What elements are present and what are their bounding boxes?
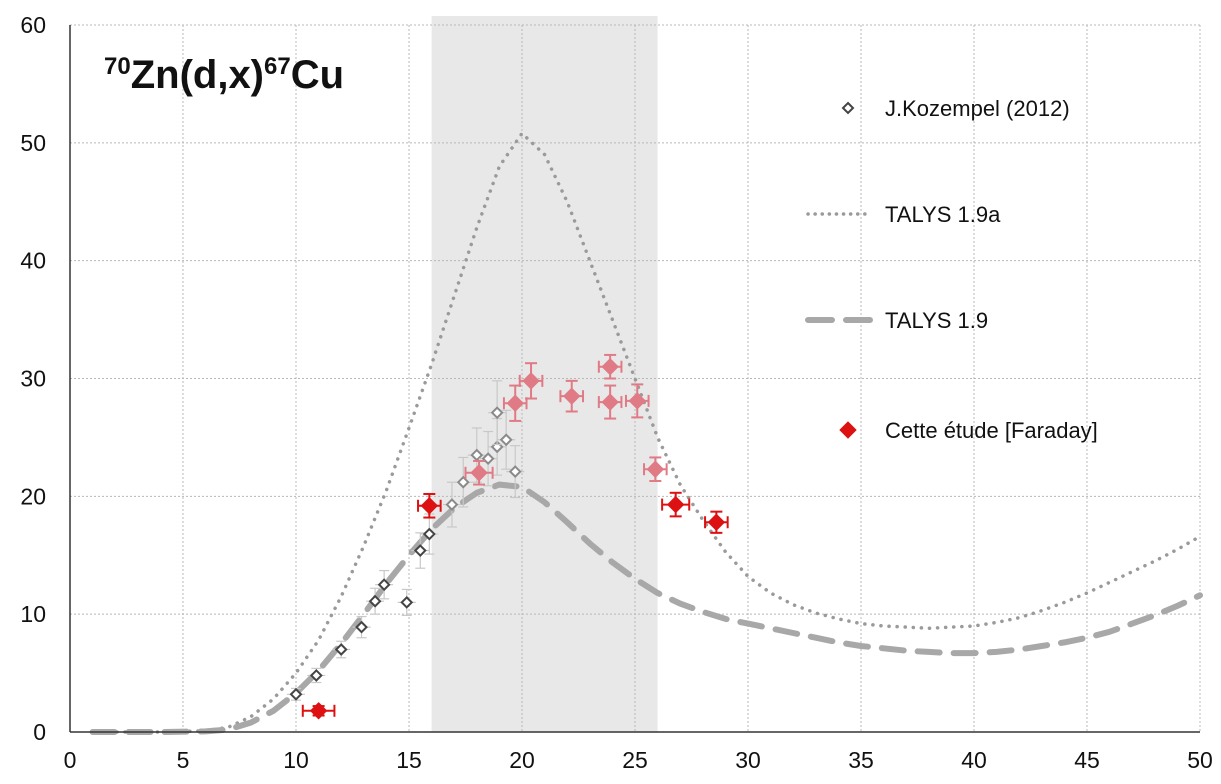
faraday-marker bbox=[420, 497, 439, 515]
kozempel-point bbox=[506, 445, 525, 499]
kozempel-marker bbox=[445, 498, 459, 511]
kozempel-point bbox=[307, 667, 326, 684]
title-superscript: 67 bbox=[264, 53, 291, 80]
kozempel-point bbox=[454, 456, 473, 508]
legend-kozempel-marker bbox=[841, 101, 855, 115]
shaded-region bbox=[431, 16, 658, 732]
faraday-marker bbox=[522, 372, 540, 390]
faraday-marker bbox=[470, 464, 488, 482]
kozempel-marker bbox=[481, 452, 495, 466]
chart-title: 70Zn(d,x)67Cu bbox=[104, 53, 344, 97]
x-tick-label: 25 bbox=[622, 747, 648, 773]
faraday-point bbox=[597, 384, 623, 420]
kozempel-marker bbox=[490, 406, 504, 420]
x-tick-label: 40 bbox=[961, 747, 987, 773]
faraday-point bbox=[597, 353, 623, 380]
faraday-point bbox=[704, 510, 729, 534]
axis-layer bbox=[69, 25, 1200, 733]
y-tick-label: 0 bbox=[33, 719, 46, 745]
faraday-point bbox=[559, 379, 585, 413]
y-tick-label: 30 bbox=[20, 366, 46, 392]
legend-entry: J.Kozempel (2012) bbox=[841, 96, 1070, 121]
kozempel-point bbox=[420, 513, 439, 555]
legend-label: J.Kozempel (2012) bbox=[885, 96, 1070, 121]
kozempel-marker bbox=[309, 669, 323, 682]
kozempel-marker bbox=[355, 620, 368, 634]
kozempel-marker bbox=[508, 465, 522, 479]
faraday-marker bbox=[646, 460, 665, 478]
x-tick-label: 30 bbox=[735, 747, 761, 773]
legend-entry: TALYS 1.9 bbox=[805, 308, 988, 333]
kozempel-point bbox=[352, 615, 371, 639]
title-text: Zn(d,x) bbox=[131, 53, 264, 97]
x-tick-label: 20 bbox=[509, 747, 535, 773]
legend-entry: Cette étude [Faraday] bbox=[839, 418, 1098, 443]
kozempel-marker bbox=[422, 527, 436, 541]
faraday-point bbox=[661, 491, 691, 518]
faraday-point bbox=[464, 459, 494, 486]
faraday-marker bbox=[601, 358, 619, 376]
legend: J.Kozempel (2012) TALYS 1.9a TALYS 1.9 Cett… bbox=[805, 96, 1098, 443]
kozempel-marker bbox=[499, 433, 513, 447]
faraday-point bbox=[417, 492, 442, 519]
faraday-point bbox=[643, 456, 668, 483]
x-tick-label: 35 bbox=[848, 747, 874, 773]
x-tick-label: 45 bbox=[1074, 747, 1100, 773]
x-tick-label: 50 bbox=[1187, 747, 1213, 773]
y-tick-label: 50 bbox=[20, 130, 46, 156]
faraday-marker bbox=[628, 392, 646, 410]
kozempel-marker bbox=[490, 440, 504, 454]
y-tick-label: 40 bbox=[20, 248, 46, 274]
x-tick-label: 5 bbox=[177, 747, 190, 773]
legend-entry: TALYS 1.9a bbox=[806, 202, 1001, 227]
faraday-marker bbox=[506, 394, 524, 412]
kozempel-marker bbox=[413, 544, 427, 557]
chart-title-text: 70Zn(d,x)67Cu bbox=[104, 53, 344, 97]
kozempel-marker bbox=[289, 687, 303, 701]
x-tick-label: 15 bbox=[396, 747, 422, 773]
kozempel-marker bbox=[456, 475, 470, 489]
kozempel-point bbox=[479, 430, 498, 487]
shaded-region-layer bbox=[431, 16, 658, 732]
kozempel-point bbox=[397, 588, 416, 616]
title-superscript: 70 bbox=[104, 53, 131, 80]
kozempel-point bbox=[375, 569, 394, 600]
faraday-point bbox=[624, 383, 650, 419]
faraday-point bbox=[502, 384, 528, 422]
kozempel-point bbox=[411, 532, 430, 569]
kozempel-point bbox=[488, 380, 507, 446]
kozempel-point bbox=[497, 409, 516, 470]
kozempel-point bbox=[442, 481, 461, 528]
curve-layer bbox=[89, 130, 1203, 735]
faraday-point bbox=[301, 702, 336, 720]
faraday-marker bbox=[309, 702, 328, 720]
kozempel-marker bbox=[377, 578, 391, 592]
faraday-marker bbox=[601, 393, 619, 411]
legend-faraday-marker bbox=[839, 421, 857, 439]
title-text: Cu bbox=[291, 53, 344, 97]
kozempel-marker bbox=[400, 595, 414, 609]
legend-label: Cette étude [Faraday] bbox=[885, 418, 1098, 443]
point-layer bbox=[287, 353, 729, 720]
talys-1-9-curve bbox=[89, 481, 1203, 735]
y-tick-label: 60 bbox=[20, 12, 46, 38]
kozempel-point bbox=[332, 640, 351, 659]
x-tick-label: 0 bbox=[64, 747, 77, 773]
faraday-marker bbox=[666, 495, 685, 514]
faraday-point bbox=[518, 362, 544, 400]
kozempel-marker bbox=[334, 643, 348, 656]
y-tick-label: 10 bbox=[20, 601, 46, 627]
kozempel-point bbox=[287, 687, 305, 701]
y-tick-label: 20 bbox=[20, 483, 46, 509]
tick-label-layer: 0 5 10 15 20 25 30 35 40 45 50 0 10 20 30 40 50 60 bbox=[20, 12, 1212, 773]
faraday-marker bbox=[707, 513, 726, 531]
legend-label: TALYS 1.9a bbox=[885, 202, 1001, 227]
faraday-marker bbox=[563, 387, 581, 405]
kozempel-marker bbox=[368, 594, 382, 608]
x-tick-label: 10 bbox=[283, 747, 309, 773]
kozempel-point bbox=[366, 587, 385, 615]
talys-1-9a-curve bbox=[90, 130, 1202, 734]
legend-label: TALYS 1.9 bbox=[885, 308, 988, 333]
